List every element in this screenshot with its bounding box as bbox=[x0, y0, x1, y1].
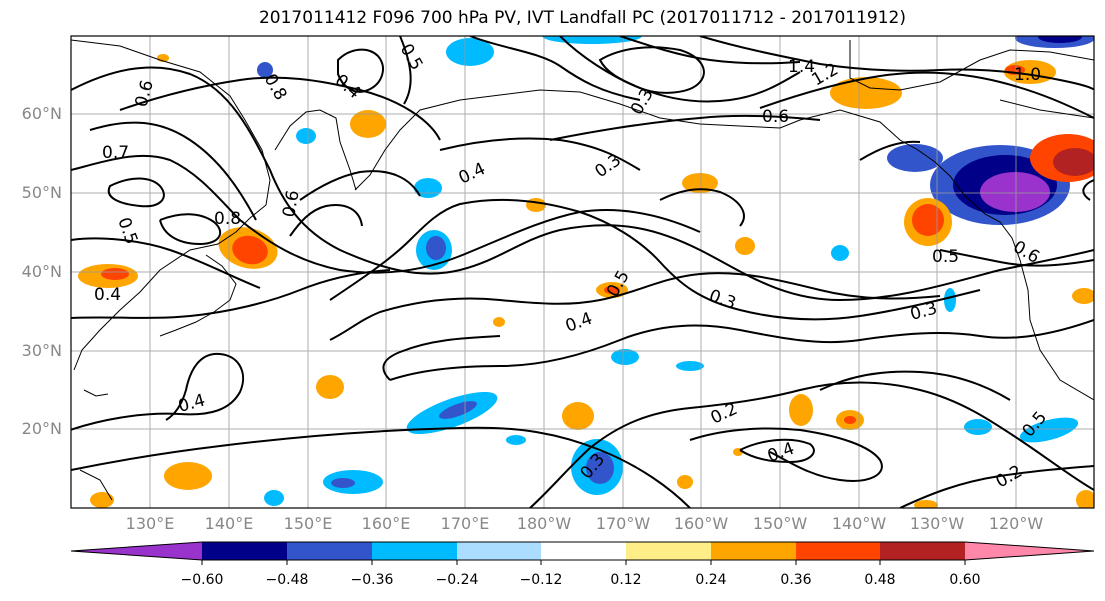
colorbar-segment bbox=[202, 542, 287, 560]
plot-frame bbox=[70, 35, 1095, 509]
colorbar-tick-label: −0.48 bbox=[265, 572, 309, 588]
colorbar-tick-label: −0.12 bbox=[519, 572, 563, 588]
colorbar-tick-label: 0.36 bbox=[780, 572, 812, 588]
contour-label: 1.0 bbox=[1014, 65, 1041, 85]
contour-label: 0.5 bbox=[932, 247, 959, 267]
contour-label: 0.4 bbox=[94, 285, 121, 305]
colorbar-tick-label: −0.60 bbox=[180, 572, 224, 588]
colorbar-segment bbox=[626, 542, 711, 560]
colorbar-tick-label: 0.12 bbox=[610, 572, 642, 588]
colorbar-tick-label: −0.36 bbox=[350, 572, 394, 588]
contour-label: 0.6 bbox=[762, 107, 789, 127]
contour-label: 0.2 bbox=[993, 461, 1026, 492]
contour-label: 0.6 bbox=[279, 189, 303, 219]
lon-label: 160°W bbox=[673, 514, 729, 533]
lat-label: 60°N bbox=[21, 104, 62, 123]
lon-label: 130°W bbox=[909, 514, 965, 533]
lon-label: 140°W bbox=[831, 514, 887, 533]
contour-label: 0.3 bbox=[908, 299, 939, 325]
map-title: 2017011412 F096 700 hPa PV, IVT Landfall… bbox=[258, 8, 906, 28]
colorbar-segment bbox=[880, 542, 965, 560]
anomaly-fill-layer bbox=[78, 36, 1094, 508]
graticule bbox=[71, 36, 1094, 508]
colorbar-segment bbox=[796, 542, 880, 560]
lon-label: 180°W bbox=[516, 514, 572, 533]
lon-label: 170°E bbox=[440, 514, 490, 533]
colorbar-segment bbox=[965, 542, 1094, 560]
lon-label: 150°E bbox=[283, 514, 333, 533]
contour-label: 0.5 bbox=[396, 41, 427, 74]
lon-label: 130°E bbox=[125, 514, 175, 533]
lon-label: 160°E bbox=[361, 514, 411, 533]
colorbar-segment bbox=[372, 542, 457, 560]
colorbar-segment bbox=[287, 542, 372, 560]
contour-label: 0.4 bbox=[331, 71, 365, 104]
colorbar-segment bbox=[71, 542, 202, 560]
lat-label: 20°N bbox=[21, 419, 62, 438]
lon-label: 170°W bbox=[595, 514, 651, 533]
colorbar-tick-label: −0.24 bbox=[435, 572, 479, 588]
contour-label: 1.4 bbox=[788, 57, 815, 77]
contour-label: 0.3 bbox=[706, 286, 738, 314]
contour-label: 0.6 bbox=[132, 78, 158, 109]
colorbar-segment bbox=[457, 542, 541, 560]
lat-label: 30°N bbox=[21, 341, 62, 360]
coastlines bbox=[71, 39, 1094, 501]
colorbar-tick-label: 0.24 bbox=[695, 572, 727, 588]
contour-label: 0.3 bbox=[591, 150, 625, 182]
colorbar-segment bbox=[541, 542, 626, 560]
pv-contours bbox=[71, 36, 1094, 508]
colorbar-tick-label: 0.48 bbox=[864, 572, 896, 588]
colorbar-segment bbox=[711, 542, 796, 560]
lat-label: 50°N bbox=[21, 183, 62, 202]
lon-label: 150°W bbox=[752, 514, 808, 533]
contour-label: 0.4 bbox=[456, 159, 489, 189]
contour-label: 0.3 bbox=[627, 85, 658, 118]
contour-label: 0.8 bbox=[214, 209, 241, 229]
lon-label: 140°E bbox=[204, 514, 254, 533]
colorbar-tick-label: 0.60 bbox=[949, 572, 981, 588]
lon-label: 120°W bbox=[988, 514, 1044, 533]
colorbar bbox=[70, 541, 1095, 565]
contour-label: 0.7 bbox=[102, 143, 129, 163]
contour-label: 0.4 bbox=[563, 309, 595, 337]
lat-label: 40°N bbox=[21, 262, 62, 281]
